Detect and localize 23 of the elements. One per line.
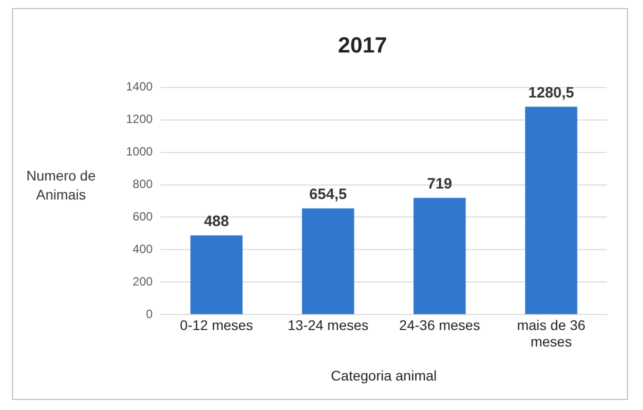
data-label: 488	[204, 213, 229, 230]
data-label: 1280,5	[528, 84, 574, 102]
x-tick-label: 24-36 meses	[399, 316, 480, 333]
data-label: 654,5	[309, 186, 347, 204]
bar	[525, 106, 578, 314]
y-tick-label: 1400	[126, 80, 154, 94]
bar	[414, 198, 466, 314]
y-tick-label: 200	[132, 274, 154, 288]
data-label: 719	[427, 176, 452, 193]
x-tick-label: mais de 36 meses	[516, 316, 586, 350]
bar	[190, 235, 243, 314]
y-tick-label: 1000	[126, 144, 154, 159]
y-tick-label: 800	[132, 177, 154, 192]
chart-title: 2017	[338, 32, 387, 58]
x-axis-title: Categoria animal	[330, 367, 437, 384]
y-tick-label: 1200	[126, 112, 154, 126]
y-tick-label: 0	[146, 306, 154, 321]
y-axis-title: Numero de Animais	[26, 167, 96, 202]
x-tick-label: 0-12 meses	[180, 316, 254, 333]
y-tick-label: 400	[132, 242, 154, 256]
y-tick-label: 600	[132, 210, 154, 224]
x-tick-label: 13-24 meses	[288, 316, 369, 333]
bar	[302, 208, 354, 314]
